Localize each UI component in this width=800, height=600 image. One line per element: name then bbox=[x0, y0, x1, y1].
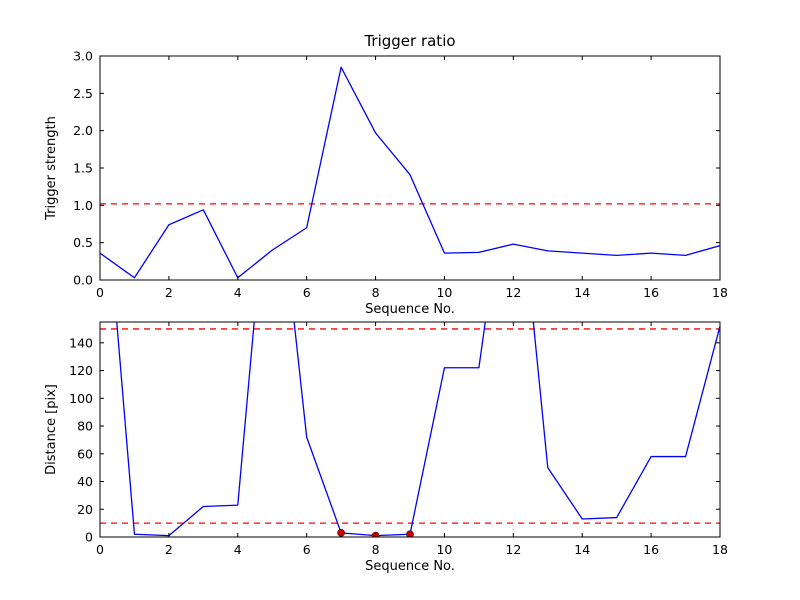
x-tick-label: 16 bbox=[643, 542, 659, 557]
x-tick-label: 14 bbox=[574, 542, 590, 557]
y-axis-label: Trigger strength bbox=[44, 116, 59, 221]
y-tick-label: 60 bbox=[77, 446, 93, 461]
y-tick-label: 40 bbox=[77, 474, 93, 489]
x-tick-label: 0 bbox=[96, 285, 104, 300]
axes-frame bbox=[99, 321, 721, 538]
x-tick-label: 6 bbox=[303, 542, 311, 557]
y-tick-label: 120 bbox=[69, 363, 93, 378]
x-tick-label: 4 bbox=[234, 285, 242, 300]
plot-title: Trigger ratio bbox=[363, 32, 455, 50]
x-tick-label: 18 bbox=[712, 285, 728, 300]
x-tick-label: 10 bbox=[436, 285, 452, 300]
y-tick-label: 2.5 bbox=[73, 86, 93, 101]
y-tick-label: 3.0 bbox=[73, 49, 93, 64]
x-axis-label: Sequence No. bbox=[365, 302, 455, 317]
y-tick-label: 140 bbox=[69, 335, 93, 350]
y-tick-label: 100 bbox=[69, 391, 93, 406]
y-tick-label: 80 bbox=[77, 419, 93, 434]
x-tick-label: 2 bbox=[165, 542, 173, 557]
y-tick-label: 0 bbox=[85, 530, 93, 545]
x-tick-label: 8 bbox=[372, 542, 380, 557]
x-tick-label: 10 bbox=[436, 542, 452, 557]
y-tick-label: 20 bbox=[77, 502, 93, 517]
x-axis-label: Sequence No. bbox=[365, 559, 455, 574]
x-tick-label: 2 bbox=[165, 285, 173, 300]
y-tick-label: 0.0 bbox=[73, 273, 93, 288]
x-tick-label: 8 bbox=[372, 285, 380, 300]
marker-point-trigger-points bbox=[337, 528, 345, 537]
x-tick-label: 18 bbox=[712, 542, 728, 557]
x-tick-label: 16 bbox=[643, 285, 659, 300]
y-tick-label: 1.0 bbox=[73, 198, 93, 213]
x-tick-label: 14 bbox=[574, 285, 590, 300]
x-tick-label: 12 bbox=[505, 285, 521, 300]
marker-point-trigger-points bbox=[406, 530, 414, 537]
x-tick-label: 6 bbox=[303, 285, 311, 300]
series-line-trigger-strength bbox=[100, 66, 720, 279]
x-tick-label: 0 bbox=[96, 542, 104, 557]
x-tick-label: 4 bbox=[234, 542, 242, 557]
y-tick-label: 0.5 bbox=[73, 235, 93, 250]
y-tick-label: 2.0 bbox=[73, 123, 93, 138]
y-axis-label: Distance [pix] bbox=[44, 384, 59, 475]
y-tick-label: 1.5 bbox=[73, 161, 93, 176]
x-tick-label: 12 bbox=[505, 542, 521, 557]
